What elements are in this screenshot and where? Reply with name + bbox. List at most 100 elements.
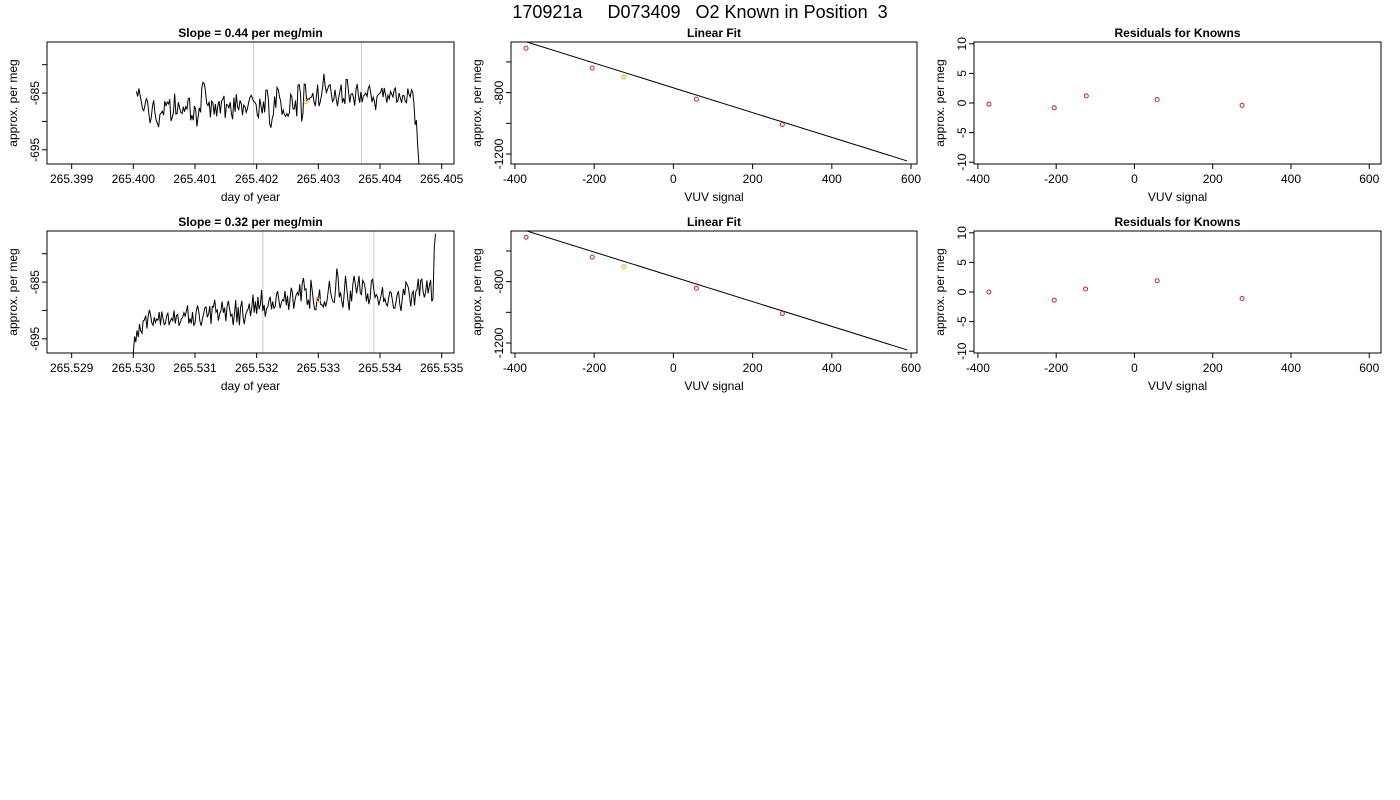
panel-title: Linear Fit [687, 215, 741, 229]
x-tick-label: 400 [822, 361, 842, 375]
data-point [1083, 93, 1089, 99]
x-tick-label: 265.399 [50, 172, 94, 186]
x-tick-label: -200 [1044, 172, 1068, 186]
data-point [986, 289, 992, 295]
y-axis-label: approx. per meg [470, 248, 484, 335]
series-line [132, 233, 436, 353]
x-tick-label: 265.530 [112, 361, 156, 375]
data-point [986, 101, 992, 107]
y-tick-label: 10 [955, 37, 969, 51]
figure-title: 170921a D073409 O2 Known in Position 3 [512, 2, 888, 22]
x-tick-label: 265.405 [420, 172, 464, 186]
y-axis-label: approx. per meg [470, 59, 484, 146]
panel-title: Slope = 0.32 per meg/min [178, 215, 322, 229]
x-tick-label: 400 [1281, 172, 1301, 186]
x-tick-label: 0 [670, 361, 677, 375]
x-tick-label: 200 [1203, 361, 1223, 375]
x-axis-label: VUV signal [684, 379, 743, 393]
data-point [523, 45, 529, 51]
y-tick-label: 0 [955, 288, 969, 295]
x-tick-label: 265.402 [235, 172, 279, 186]
y-tick-label: 5 [955, 70, 969, 77]
data-point [1051, 105, 1057, 111]
x-tick-label: -400 [503, 361, 527, 375]
x-tick-label: 265.533 [297, 361, 341, 375]
x-tick-label: 600 [901, 172, 921, 186]
data-point [779, 122, 785, 128]
y-tick-label: -1200 [492, 327, 506, 358]
x-tick-label: 0 [1131, 172, 1138, 186]
x-tick-label: -200 [582, 361, 606, 375]
panel-title: Residuals for Knowns [1114, 215, 1240, 229]
x-tick-label: 200 [743, 361, 763, 375]
x-tick-label: 0 [670, 172, 677, 186]
panel-time-series-row2: Slope = 0.32 per meg/min 265.529 265.530 26… [6, 215, 464, 393]
plot-frame [973, 41, 1382, 165]
x-axis-label: day of year [221, 379, 280, 393]
x-axis-label: VUV signal [1148, 379, 1207, 393]
x-tick-label: 600 [1359, 172, 1379, 186]
y-tick-label: -800 [492, 269, 506, 293]
panel-title: Residuals for Knowns [1114, 26, 1240, 40]
x-tick-label: 265.529 [50, 361, 94, 375]
panel-title: Linear Fit [687, 26, 741, 40]
y-tick-label: 0 [955, 99, 969, 106]
data-point [693, 285, 699, 291]
y-tick-label: -1200 [492, 138, 506, 169]
x-tick-label: 400 [1281, 361, 1301, 375]
data-point [1239, 296, 1245, 302]
x-tick-label: -400 [966, 172, 990, 186]
panel-title: Slope = 0.44 per meg/min [178, 26, 322, 40]
x-tick-label: 265.531 [173, 361, 217, 375]
x-tick-label: 265.400 [112, 172, 156, 186]
x-axis-label: day of year [221, 190, 280, 204]
data-point [1154, 278, 1160, 284]
x-tick-label: 265.401 [173, 172, 217, 186]
x-tick-label: -200 [582, 172, 606, 186]
data-point-marker [315, 297, 321, 303]
data-point [523, 234, 529, 240]
panel-time-series-row1: Slope = 0.44 per meg/min 265.399 265.400 26… [6, 26, 464, 204]
x-tick-label: 200 [743, 172, 763, 186]
x-axis-label: VUV signal [684, 190, 743, 204]
panel-residuals-row1: Residuals for Knowns -400 -200 0 200 400 600 -1… [933, 26, 1382, 204]
data-point [1051, 297, 1057, 303]
plot-frame [510, 230, 918, 354]
x-tick-label: 400 [822, 172, 842, 186]
y-tick-label: -800 [492, 80, 506, 104]
x-tick-label: 265.535 [420, 361, 464, 375]
data-point [779, 311, 785, 317]
x-tick-label: 265.534 [358, 361, 402, 375]
data-point [1239, 102, 1245, 108]
y-tick-label: -5 [955, 127, 969, 138]
y-axis-label: approx. per meg [6, 59, 20, 146]
x-tick-label: -200 [1044, 361, 1068, 375]
data-point [621, 264, 627, 270]
x-tick-label: 0 [1131, 361, 1138, 375]
x-tick-label: 265.532 [235, 361, 279, 375]
fit-line [525, 231, 908, 351]
y-tick-label: 5 [955, 259, 969, 266]
data-point [621, 74, 627, 80]
fit-line [525, 42, 908, 162]
data-point [589, 65, 595, 71]
data-point [589, 254, 595, 260]
y-tick-label: -685 [28, 81, 42, 105]
panel-linear-fit-row1: Linear Fit -400 -200 0 200 400 600 -1200 -800 VUV… [470, 26, 921, 204]
x-tick-label: 200 [1203, 172, 1223, 186]
data-point [693, 96, 699, 102]
y-tick-label: -10 [955, 153, 969, 171]
plot-frame [973, 230, 1382, 354]
series-line [135, 73, 420, 164]
x-tick-label: -400 [503, 172, 527, 186]
y-tick-label: 10 [955, 226, 969, 240]
data-point [1154, 96, 1160, 102]
plot-frame [46, 41, 455, 165]
x-axis-label: VUV signal [1148, 190, 1207, 204]
x-tick-label: 600 [1359, 361, 1379, 375]
x-tick-label: 265.403 [297, 172, 341, 186]
y-axis-label: approx. per meg [6, 248, 20, 335]
data-point-marker [303, 99, 309, 105]
y-tick-label: -685 [28, 270, 42, 294]
